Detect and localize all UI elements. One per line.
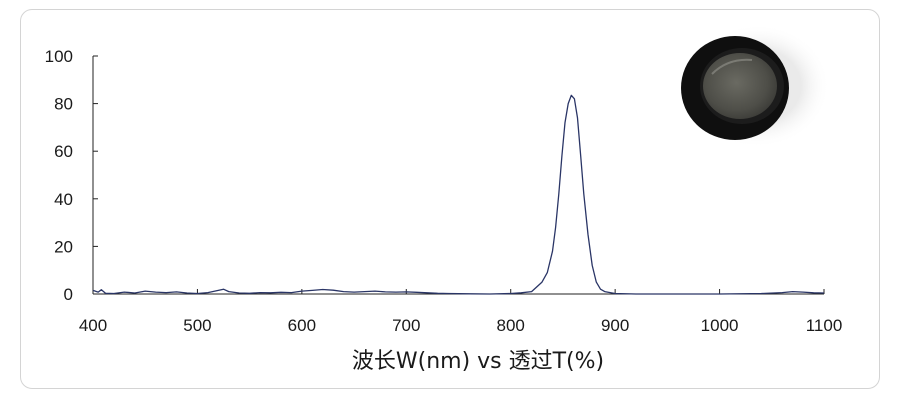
y-tick-label: 100 [45,47,73,66]
x-tick-label: 400 [79,316,107,335]
x-tick-label: 500 [183,316,211,335]
y-tick-label: 80 [54,95,73,114]
y-tick-label: 0 [64,285,73,304]
ticks: 0 20 40 60 80 100 400 500 600 700 800 900 1000 1100 [45,47,843,335]
x-tick-label: 700 [392,316,420,335]
x-tick-label: 1000 [701,316,739,335]
y-tick-label: 60 [54,142,73,161]
x-tick-label: 900 [601,316,629,335]
transmission-curve [92,94,825,295]
filter-lens-image [681,24,830,148]
y-tick-label: 20 [54,237,73,256]
x-axis-title: 波长W(nm) vs 透过T(%) [352,349,604,374]
x-tick-label: 1100 [806,316,843,335]
x-tick-label: 800 [497,316,525,335]
y-tick-label: 40 [54,190,73,209]
x-tick-label: 600 [288,316,316,335]
